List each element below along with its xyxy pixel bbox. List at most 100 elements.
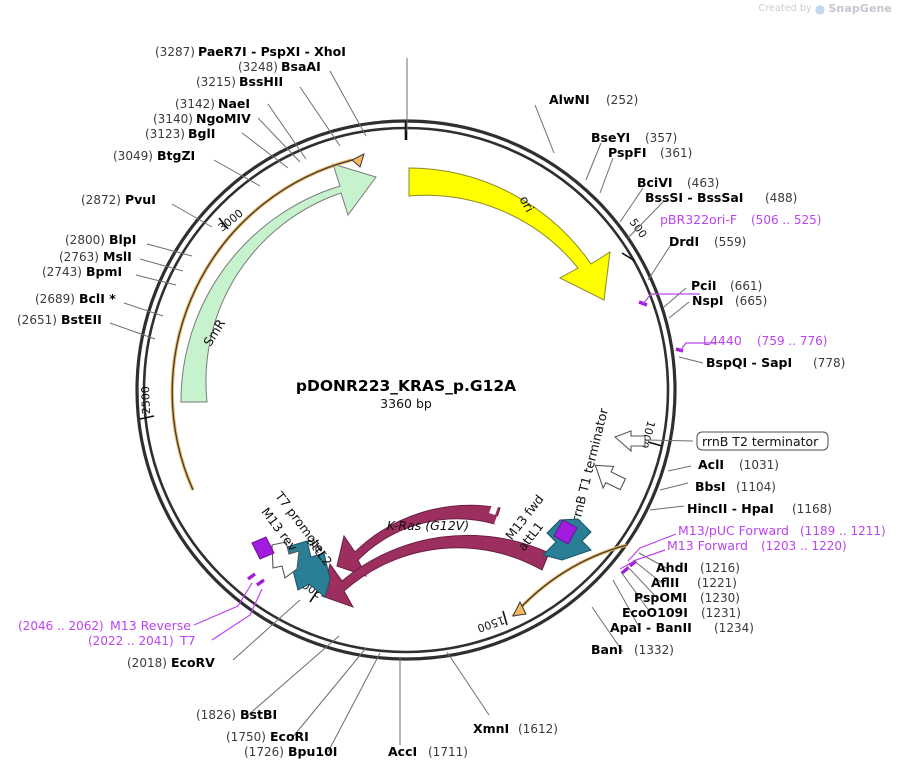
label-enzyme-1230[interactable]: PspOMI (1230) — [634, 590, 740, 605]
label-enzyme-361[interactable]: PspFI (361) — [608, 145, 692, 160]
enzyme-position: (1234) — [714, 621, 754, 635]
enzyme-position: (1104) — [736, 480, 776, 494]
label-primer-pbr322ori-f[interactable]: pBR322ori-F (506 .. 525) — [660, 212, 821, 227]
enzyme-position: (3049) — [113, 149, 153, 163]
enzyme-position: (1711) — [428, 745, 468, 759]
enzyme-name: EcoRI — [270, 729, 309, 744]
enzyme-position: (3215) — [196, 75, 236, 89]
label-enzyme-3248[interactable]: (3248) BsaAI — [238, 59, 321, 74]
enzyme-name: Bpu10I — [288, 744, 337, 759]
label-enzyme-1221[interactable]: AflII (1221) — [651, 575, 737, 590]
enzyme-position: (3248) — [238, 60, 278, 74]
label-enzyme-2800[interactable]: (2800) BlpI — [65, 232, 136, 247]
label-enzyme-252[interactable]: AlwNI (252) — [549, 92, 638, 107]
label-enzyme-463[interactable]: BciVI (463) — [637, 175, 719, 190]
label-enzyme-3287[interactable]: (3287) PaeR7I - PspXI - XhoI — [155, 44, 346, 59]
feature-rrnb-t2-terminator[interactable] — [613, 430, 646, 453]
label-enzyme-778[interactable]: BspQI - SapI (778) — [706, 355, 845, 370]
label-enzyme-1332[interactable]: BanI (1332) — [591, 642, 674, 657]
label-primer-t7[interactable]: (2022 .. 2041) T7 — [88, 633, 196, 648]
label-enzyme-661[interactable]: PciI (661) — [691, 278, 762, 293]
label-primer-l4440[interactable]: L4440 (759 .. 776) — [703, 333, 827, 348]
label-enzyme-1826[interactable]: (1826) BstBI — [196, 707, 277, 722]
enzyme-name: MslI — [103, 249, 132, 264]
primer-name: M13 Reverse — [110, 618, 191, 633]
feature-rrnb-t1-terminator[interactable]: rrnB T1 terminator — [568, 406, 628, 523]
ruler-tick-3000: 3000 — [216, 207, 246, 235]
label-enzyme-1031[interactable]: AclI (1031) — [698, 457, 779, 472]
enzyme-position: (252) — [606, 93, 638, 107]
primer-range: (2046 .. 2062) — [18, 619, 104, 633]
enzyme-name: BanI — [591, 642, 623, 657]
enzyme-position: (1750) — [226, 730, 266, 744]
label-enzyme-2743[interactable]: (2743) BpmI — [42, 264, 122, 279]
label-group-right[interactable]: AlwNI (252) BseYI (357) PspFI (361) BciV… — [549, 92, 886, 657]
label-enzyme-1216[interactable]: AhdI (1216) — [656, 560, 740, 575]
enzyme-name: AlwNI — [549, 92, 590, 107]
label-enzyme-1750[interactable]: (1750) EcoRI — [226, 729, 309, 744]
enzyme-position: (1230) — [700, 591, 740, 605]
feature-kras[interactable]: K-Ras — [321, 534, 550, 611]
leader-lines — [109, 58, 716, 753]
label-enzyme-1231[interactable]: EcoO109I (1231) — [622, 605, 741, 620]
label-enzyme-2651[interactable]: (2651) BstEII — [17, 312, 102, 327]
enzyme-position: (1031) — [739, 458, 779, 472]
label-enzyme-2763[interactable]: (2763) MslI — [59, 249, 132, 264]
enzyme-name: EcoRV — [171, 655, 215, 670]
enzyme-name: BseYI — [591, 130, 630, 145]
plasmid-size: 3360 bp — [380, 396, 432, 411]
enzyme-name: NgoMIV — [196, 111, 251, 126]
label-enzyme-357[interactable]: BseYI (357) — [591, 130, 677, 145]
label-enzyme-559[interactable]: DrdI (559) — [669, 234, 746, 249]
enzyme-position: (665) — [735, 294, 767, 308]
feature-kras-g12v[interactable]: K-Ras (G12V) — [336, 504, 503, 577]
label-enzyme-1168[interactable]: HincII - HpaI (1168) — [687, 501, 832, 516]
rrnb-t2-terminator-label-box[interactable]: rrnB T2 terminator — [646, 431, 829, 451]
label-enzyme-3215[interactable]: (3215) BssHII — [196, 74, 283, 89]
label-enzyme-3123[interactable]: (3123) BglI — [145, 126, 215, 141]
label-enzyme-1104[interactable]: BbsI (1104) — [695, 479, 776, 494]
label-group-bottom-left[interactable]: (2046 .. 2062) M13 Reverse (2022 .. 2041… — [18, 618, 337, 759]
enzyme-position: (488) — [765, 191, 797, 205]
enzyme-name: PspOMI — [634, 590, 687, 605]
feature-ori[interactable]: ori — [408, 167, 611, 301]
enzyme-name: AclI — [698, 457, 724, 472]
enzyme-name: PvuI — [125, 192, 156, 207]
label-enzyme-665[interactable]: NspI (665) — [692, 293, 767, 308]
enzyme-position: (357) — [645, 131, 677, 145]
label-primer-m13-forward[interactable]: M13 Forward (1203 .. 1220) — [667, 538, 847, 553]
enzyme-position: (661) — [730, 279, 762, 293]
label-group-top-left[interactable]: (3287) PaeR7I - PspXI - XhoI (3248) BsaA… — [17, 44, 346, 327]
enzyme-name: DrdI — [669, 234, 699, 249]
feature-smr[interactable]: SmR — [180, 163, 377, 403]
enzyme-name: BstBI — [240, 707, 277, 722]
label-primer-m13-reverse[interactable]: (2046 .. 2062) M13 Reverse — [18, 618, 191, 633]
label-group-bottom[interactable]: AccI (1711) XmnI (1612) — [388, 721, 558, 759]
enzyme-position: (3140) — [153, 112, 193, 126]
label-primer-m13-puc-forward[interactable]: M13/pUC Forward (1189 .. 1211) — [678, 523, 886, 538]
label-enzyme-1711[interactable]: AccI (1711) — [388, 744, 468, 759]
label-enzyme-1234[interactable]: ApaI - BanII (1234) — [610, 620, 754, 635]
label-enzyme-3142[interactable]: (3142) NaeI — [175, 96, 250, 111]
enzyme-position: (1612) — [518, 722, 558, 736]
primer-range: (506 .. 525) — [751, 213, 821, 227]
label-enzyme-2689[interactable]: (2689) BclI * — [35, 291, 116, 306]
primer-range: (1189 .. 1211) — [800, 524, 886, 538]
enzyme-name: PaeR7I - PspXI - XhoI — [198, 44, 346, 59]
label-enzyme-2018[interactable]: (2018) EcoRV — [127, 655, 215, 670]
label-enzyme-488[interactable]: BssSI - BssSaI (488) — [645, 190, 797, 205]
feature-label-kras-g12v: K-Ras (G12V) — [387, 518, 469, 533]
enzyme-position: (2763) — [59, 250, 99, 264]
enzyme-name: BssHII — [239, 74, 283, 89]
label-enzyme-2872[interactable]: (2872) PvuI — [81, 192, 156, 207]
enzyme-name: BglI — [188, 126, 215, 141]
label-enzyme-1726[interactable]: (1726) Bpu10I — [244, 744, 337, 759]
primer-name: L4440 — [703, 333, 742, 348]
label-enzyme-3140[interactable]: (3140) NgoMIV — [153, 111, 251, 126]
enzyme-name: HincII - HpaI — [687, 501, 774, 516]
primer-name: pBR322ori-F — [660, 212, 737, 227]
watermark-prefix: Created by — [758, 3, 812, 14]
label-enzyme-3049[interactable]: (3049) BtgZI — [113, 148, 195, 163]
label-enzyme-1612[interactable]: XmnI (1612) — [473, 721, 558, 736]
